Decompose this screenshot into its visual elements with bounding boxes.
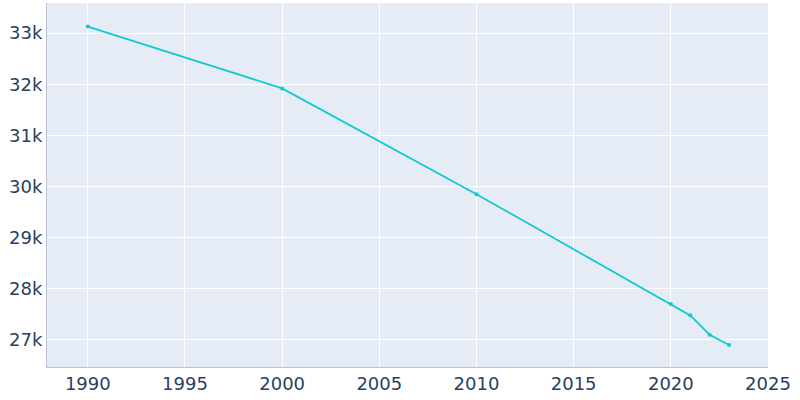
svg-text:1990: 1990 xyxy=(65,373,111,394)
svg-text:27k: 27k xyxy=(9,329,43,350)
svg-text:30k: 30k xyxy=(9,176,43,197)
svg-text:32k: 32k xyxy=(9,74,43,95)
svg-text:28k: 28k xyxy=(9,278,43,299)
svg-text:2015: 2015 xyxy=(551,373,597,394)
svg-text:29k: 29k xyxy=(9,227,43,248)
svg-text:31k: 31k xyxy=(9,125,43,146)
svg-text:2000: 2000 xyxy=(259,373,305,394)
svg-text:2020: 2020 xyxy=(648,373,694,394)
svg-text:2025: 2025 xyxy=(745,373,791,394)
svg-text:1995: 1995 xyxy=(162,373,208,394)
svg-text:2010: 2010 xyxy=(454,373,500,394)
svg-text:2005: 2005 xyxy=(356,373,402,394)
svg-text:33k: 33k xyxy=(9,22,43,43)
